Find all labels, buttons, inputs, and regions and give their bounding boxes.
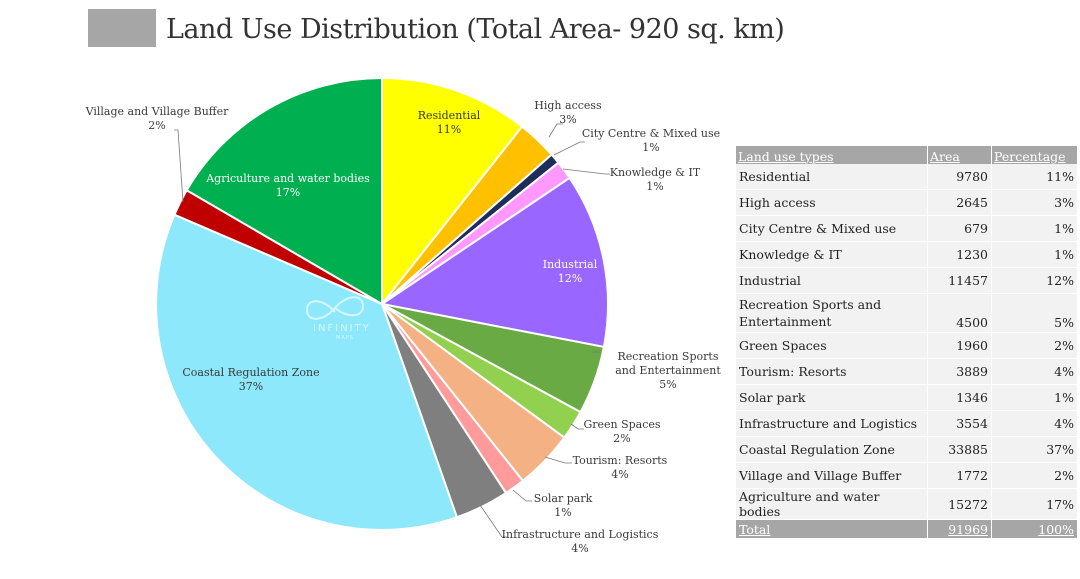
pie-slice-industrial: [379, 176, 609, 349]
leader-line: [570, 423, 584, 430]
cell-land-use-type: High access: [736, 189, 928, 216]
cell-percentage: 4%: [991, 358, 1078, 385]
cell-land-use-type: Knowledge & IT: [736, 241, 928, 268]
table-row: Village and Village Buffer 1772 2%: [736, 462, 1078, 489]
cell-percentage: 2%: [991, 332, 1078, 359]
cell-land-use-type: City Centre & Mixed use: [736, 215, 928, 242]
table-row: Knowledge & IT 1230 1%: [736, 241, 1078, 268]
leader-line: [479, 504, 507, 538]
title-accent-bar: [88, 9, 156, 47]
slice-label: Recreation Sports and Entertainment 5%: [615, 350, 721, 391]
cell-area: 15272: [927, 488, 992, 520]
pie-slice-coastal-regulation-zone: [155, 213, 459, 531]
cell-land-use-type: Industrial: [736, 267, 928, 294]
cell-percentage: 1%: [991, 215, 1078, 242]
slice-label: City Centre & Mixed use 1%: [582, 127, 720, 154]
table-row: Green Spaces 1960 2%: [736, 332, 1078, 359]
cell-area: 1960: [927, 332, 992, 359]
cell-land-use-type: Village and Village Buffer: [736, 462, 928, 489]
cell-area: 1346: [927, 384, 992, 411]
cell-land-use-type: Recreation Sports and Entertainment: [736, 293, 928, 333]
slice-label: Coastal Regulation Zone 37%: [182, 366, 319, 393]
cell-percentage: 12%: [991, 267, 1078, 294]
table-total-row: Total 91969 100%: [736, 519, 1078, 539]
cell-percentage: 3%: [991, 189, 1078, 216]
col-header-percentage: Percentage: [991, 146, 1078, 164]
col-header-type: Land use types: [736, 146, 928, 164]
watermark-sub: MAPS: [336, 335, 354, 341]
cell-land-use-type: Agriculture and water bodies: [736, 488, 928, 520]
cell-land-use-type: Residential: [736, 164, 928, 190]
leader-line: [548, 123, 563, 138]
cell-land-use-type: Tourism: Resorts: [736, 358, 928, 385]
total-percentage: 100%: [991, 519, 1078, 539]
table-row: City Centre & Mixed use 679 1%: [736, 215, 1078, 242]
slice-label: Solar park 1%: [534, 492, 593, 519]
table-row: High access 2645 3%: [736, 189, 1078, 216]
cell-land-use-type: Solar park: [736, 384, 928, 411]
slice-label: Industrial 12%: [543, 258, 598, 285]
land-use-table: Land use types Area Percentage Residenti…: [736, 146, 1078, 539]
cell-area: 3889: [927, 358, 992, 385]
total-label: Total: [736, 519, 928, 539]
cell-area: 1772: [927, 462, 992, 489]
cell-percentage: 17%: [991, 488, 1078, 520]
leader-line: [512, 489, 532, 502]
cell-area: 4500: [927, 293, 992, 333]
slice-label: High access 3%: [534, 99, 602, 126]
cell-percentage: 1%: [991, 384, 1078, 411]
slice-label: Tourism: Resorts 4%: [573, 454, 668, 481]
table-row: Residential 9780 11%: [736, 164, 1078, 190]
table-row: Coastal Regulation Zone 33885 37%: [736, 436, 1078, 463]
table-row: Tourism: Resorts 3889 4%: [736, 358, 1078, 385]
leader-line: [562, 168, 610, 175]
cell-land-use-type: Green Spaces: [736, 332, 928, 359]
cell-area: 1230: [927, 241, 992, 268]
table-row: Recreation Sports and Entertainment 4500 5…: [736, 293, 1078, 333]
cell-percentage: 37%: [991, 436, 1078, 463]
cell-percentage: 4%: [991, 410, 1078, 437]
leader-line: [174, 129, 184, 203]
pie-slice-residential: [381, 76, 524, 307]
table-row: Solar park 1346 1%: [736, 384, 1078, 411]
cell-area: 679: [927, 215, 992, 242]
cell-percentage: 1%: [991, 241, 1078, 268]
col-header-area: Area: [927, 146, 992, 164]
table-row: Infrastructure and Logistics 3554 4%: [736, 410, 1078, 437]
cell-area: 11457: [927, 267, 992, 294]
table-row: Agriculture and water bodies 15272 17%: [736, 488, 1078, 520]
slice-label: Village and Village Buffer 2%: [85, 105, 229, 132]
table-row: Industrial 11457 12%: [736, 267, 1078, 294]
slice-label: Knowledge & IT 1%: [610, 166, 701, 193]
pie-slice-agriculture-and-water-bodies: [185, 76, 383, 306]
leader-line: [553, 141, 585, 156]
cell-area: 9780: [927, 164, 992, 190]
cell-land-use-type: Coastal Regulation Zone: [736, 436, 928, 463]
page-title: Land Use Distribution (Total Area- 920 s…: [166, 14, 785, 45]
cell-area: 33885: [927, 436, 992, 463]
pie-chart: Residential 11% High access 3%City Centre &…: [85, 76, 721, 555]
cell-percentage: 11%: [991, 164, 1078, 190]
watermark-text: INFINITY: [313, 323, 371, 334]
slice-label: Residential 11%: [418, 109, 481, 136]
leader-line: [544, 456, 572, 464]
cell-percentage: 2%: [991, 462, 1078, 489]
slice-label: Infrastructure and Logistics 4%: [502, 528, 659, 555]
total-area: 91969: [927, 519, 992, 539]
watermark: INFINITY MAPS: [305, 296, 371, 341]
table-header-row: Land use types Area Percentage: [736, 146, 1078, 164]
cell-land-use-type: Infrastructure and Logistics: [736, 410, 928, 437]
slice-label: Green Spaces 2%: [583, 418, 660, 445]
cell-area: 3554: [927, 410, 992, 437]
cell-area: 2645: [927, 189, 992, 216]
cell-percentage: 5%: [991, 293, 1078, 333]
slice-label: Agriculture and water bodies 17%: [205, 172, 370, 199]
infinity-logo-icon: [305, 296, 365, 320]
